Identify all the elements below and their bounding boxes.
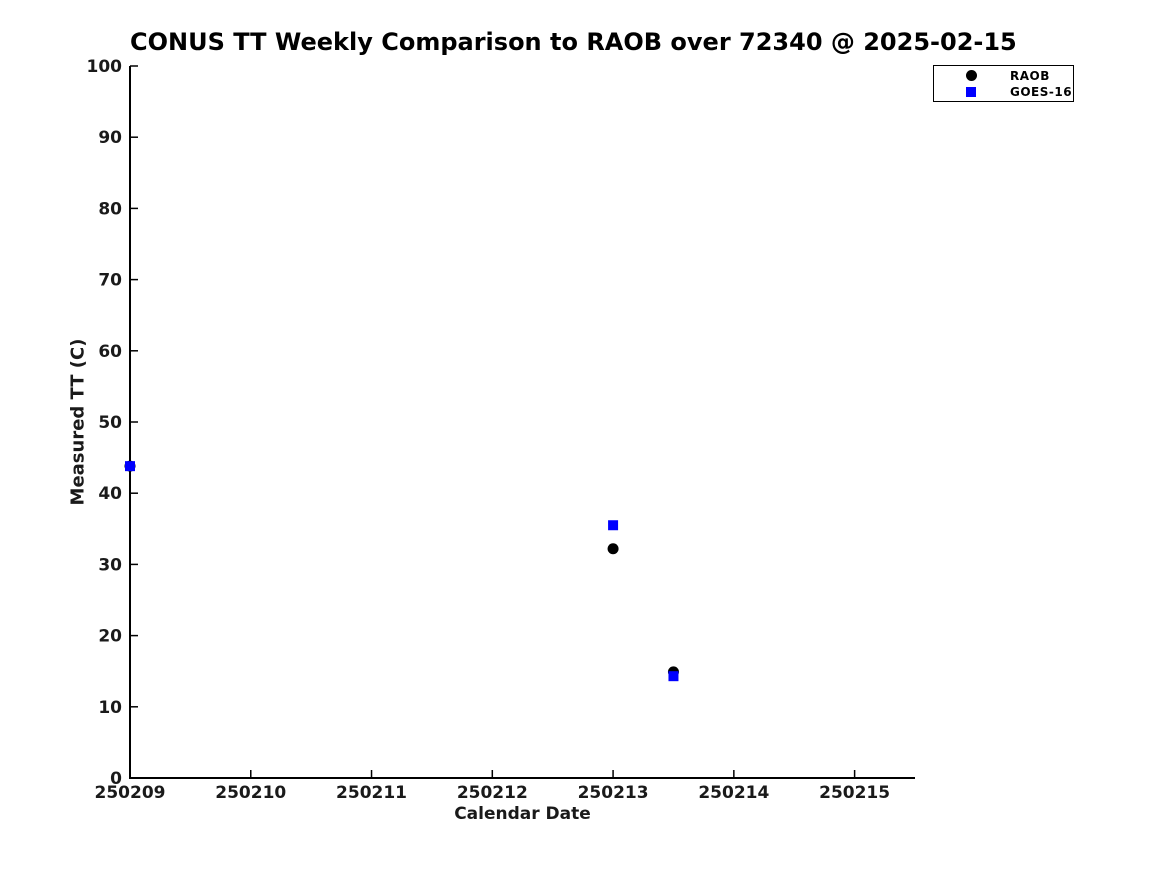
x-tick-label: 250211 [336, 783, 407, 803]
legend-row-goes-16: GOES-16 [934, 84, 1073, 99]
legend-label-raob: RAOB [1010, 68, 1050, 83]
legend-square-icon [965, 86, 977, 98]
y-tick-label: 10 [98, 698, 122, 718]
y-tick-label: 0 [110, 769, 122, 789]
y-tick-label: 90 [98, 128, 122, 148]
y-tick-label: 100 [87, 57, 123, 77]
y-tick-label: 50 [98, 413, 122, 433]
legend-label-goes-16: GOES-16 [1010, 84, 1073, 99]
y-tick-label: 20 [98, 627, 122, 647]
x-tick-label: 250212 [457, 783, 528, 803]
chart-title: CONUS TT Weekly Comparison to RAOB over … [130, 28, 1017, 56]
x-tick-label: 250209 [95, 783, 166, 803]
x-axis-label: Calendar Date [454, 804, 591, 824]
legend: RAOB GOES-16 [933, 65, 1074, 102]
legend-row-raob: RAOB [934, 68, 1073, 83]
x-tick-label: 250214 [698, 783, 769, 803]
data-point-goes-16 [668, 671, 679, 682]
y-tick-label: 30 [98, 555, 122, 575]
y-tick-label: 40 [98, 484, 122, 504]
y-tick-label: 70 [98, 271, 122, 291]
data-point-goes-16 [125, 461, 135, 472]
y-tick-label: 60 [98, 342, 122, 362]
y-tick-label: 80 [98, 199, 122, 219]
legend-circle-icon [965, 70, 977, 82]
x-tick-label: 250210 [215, 783, 286, 803]
data-point-raob [607, 543, 619, 555]
data-point-goes-16 [608, 520, 619, 531]
x-tick-label: 250213 [578, 783, 649, 803]
x-tick-label: 250215 [819, 783, 890, 803]
